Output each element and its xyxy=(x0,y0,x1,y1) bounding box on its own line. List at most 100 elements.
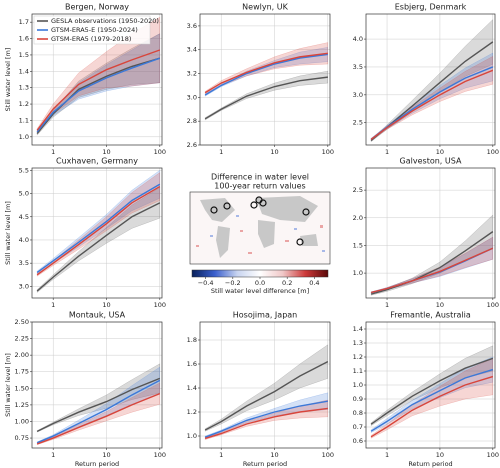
plot-frame xyxy=(31,13,163,146)
y-tick-label: 2.0 xyxy=(353,214,363,222)
plot-frame xyxy=(365,167,496,299)
y-tick-label: 1.5 xyxy=(353,241,363,249)
confidence-band xyxy=(36,363,160,433)
y-tick-label: 0.7 xyxy=(353,423,363,431)
colorbar-tick-label: 0.0 xyxy=(255,279,265,287)
panel: Montauk, USA 0.75 1.00 1.25 1.50 1.75 2.00 2.25… xyxy=(4,311,166,468)
confidence-band xyxy=(36,33,160,136)
series-line xyxy=(36,57,161,133)
y-tick-label: 1.0 xyxy=(353,269,363,277)
x-tick-label: 10 xyxy=(436,451,444,459)
x-axis-label: Return period xyxy=(75,460,119,468)
y-tick-label: 1.4 xyxy=(187,384,197,392)
legend-label: GTSM-ERA5-E (1950-2024) xyxy=(51,26,138,34)
plot-frame xyxy=(199,13,331,146)
panel-title: Galveston, USA xyxy=(400,157,462,166)
x-tick-label: 1 xyxy=(51,148,55,156)
y-tick-label: 2.6 xyxy=(187,141,197,149)
y-tick-label: 5.5 xyxy=(19,166,29,174)
confidence-band xyxy=(36,382,160,445)
x-tick-label: 10 xyxy=(436,148,444,156)
confidence-band xyxy=(36,33,160,135)
series-line xyxy=(370,247,494,294)
legend: GESLA observations (1950-2020)GTSM-ERA5-… xyxy=(33,15,159,45)
y-tick-label: 5.0 xyxy=(19,190,29,198)
confidence-band xyxy=(370,19,494,143)
legend-box xyxy=(33,15,151,45)
panel-title: Newlyn, UK xyxy=(242,3,288,12)
x-tick-label: 10 xyxy=(102,451,110,459)
series-line xyxy=(370,357,494,425)
y-tick-label: 1.2 xyxy=(187,408,197,416)
y-tick-label: 1.7 xyxy=(19,18,29,26)
series-line xyxy=(36,392,161,445)
series-line xyxy=(36,377,161,433)
y-tick-label: 1.2 xyxy=(353,353,363,361)
panel: Bergen, Norway 1.0 1.1 1.2 1.3 1.4 1.5 1.6 1.7 1 1… xyxy=(4,3,166,157)
confidence-band xyxy=(204,392,328,439)
series-line xyxy=(36,185,161,276)
x-tick-label: 1 xyxy=(385,148,389,156)
legend-label: GTSM-ERA5 (1979-2018) xyxy=(51,35,131,43)
x-tick-label: 10 xyxy=(436,301,444,309)
y-tick-label: 1.0 xyxy=(187,432,197,440)
x-tick-label: 100 xyxy=(154,148,166,156)
colorbar-tick-label: 0.4 xyxy=(309,279,319,287)
panel-title: Hosojima, Japan xyxy=(233,311,298,320)
x-tick-label: 1 xyxy=(219,451,223,459)
y-axis-label: Still water level [m] xyxy=(4,353,12,417)
map-subtitle: 100-year return values xyxy=(214,182,305,191)
map-title: Difference in water level xyxy=(211,173,309,182)
colorbar-tick-label: −0.2 xyxy=(225,279,241,287)
y-axis-label: Still water level [m] xyxy=(4,201,12,265)
x-tick-label: 100 xyxy=(154,301,166,309)
y-tick-label: 1.1 xyxy=(353,367,363,375)
y-tick-label: 4.0 xyxy=(19,236,29,244)
legend-label: GESLA observations (1950-2020) xyxy=(51,17,159,25)
y-tick-label: 1.75 xyxy=(15,368,29,376)
y-tick-label: 2.8 xyxy=(187,117,197,125)
x-tick-label: 1 xyxy=(51,451,55,459)
confidence-band xyxy=(204,399,328,440)
plot-frame xyxy=(31,167,163,299)
x-tick-label: 10 xyxy=(270,148,278,156)
x-tick-label: 1 xyxy=(385,301,389,309)
y-tick-label: 2.50 xyxy=(15,318,29,326)
x-tick-label: 100 xyxy=(487,301,499,309)
panel-title: Cuxhaven, Germany xyxy=(56,157,138,166)
plot-frame xyxy=(199,321,331,449)
colorbar-tick-label: 0.2 xyxy=(282,279,292,287)
y-tick-label: 2.5 xyxy=(353,186,363,194)
confidence-band xyxy=(370,56,494,141)
x-axis-label: Return period xyxy=(408,460,452,468)
y-tick-label: 1.0 xyxy=(353,381,363,389)
series-line xyxy=(370,69,494,140)
panel-title: Fremantle, Australia xyxy=(390,311,471,320)
y-tick-label: 3.5 xyxy=(353,63,363,71)
confidence-band xyxy=(204,70,328,121)
y-tick-label: 1.8 xyxy=(187,336,197,344)
confidence-band xyxy=(36,187,160,293)
confidence-band xyxy=(204,47,328,97)
series-line xyxy=(204,400,328,438)
x-tick-label: 10 xyxy=(102,148,110,156)
panel: Esbjerg, Denmark 2.5 3.0 3.5 4.0 1 10 100 xyxy=(353,3,499,157)
y-tick-label: 1.1 xyxy=(19,116,29,124)
y-axis-label: Still water level [m] xyxy=(4,48,12,112)
y-tick-label: 1.50 xyxy=(15,384,29,392)
y-tick-label: 3.2 xyxy=(187,70,197,78)
y-tick-label: 3.5 xyxy=(19,259,29,267)
y-tick-label: 2.5 xyxy=(353,119,363,127)
x-tick-label: 10 xyxy=(102,301,110,309)
x-tick-label: 1 xyxy=(219,148,223,156)
y-tick-label: 1.00 xyxy=(15,417,29,425)
y-tick-label: 3.6 xyxy=(187,22,197,30)
y-tick-label: 0.9 xyxy=(353,395,363,403)
panel: Galveston, USA 1.0 1.5 2.0 2.5 1 10 100 xyxy=(353,157,499,310)
plot-frame xyxy=(31,321,163,449)
series-line xyxy=(370,231,494,295)
series-line xyxy=(204,52,328,94)
panel-title: Esbjerg, Denmark xyxy=(395,3,467,12)
y-tick-label: 1.25 xyxy=(15,401,29,409)
